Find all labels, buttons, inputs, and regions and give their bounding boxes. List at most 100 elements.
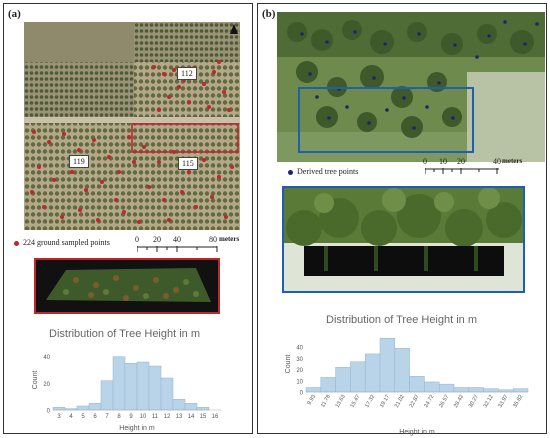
- x-tick-label: 11: [152, 414, 159, 420]
- scale-bar-a: 0 20 40 80 meters: [135, 235, 252, 257]
- panel-a-label: (a): [8, 8, 21, 20]
- blue-dot-icon: [288, 169, 293, 175]
- scale-tick: 0: [135, 235, 139, 244]
- histogram-bar: [364, 353, 381, 393]
- x-tick-label: 6: [93, 414, 97, 420]
- histogram-bar: [394, 348, 410, 393]
- ground-points-legend-text: 224 ground sampled points: [23, 238, 110, 247]
- scale-tick: 80: [209, 235, 217, 244]
- x-tick-label: 32.12: [483, 394, 495, 409]
- histogram-bar: [112, 356, 126, 411]
- forest-3d-inset: [282, 186, 525, 293]
- scale-bar-b: 0 10 20 40 meters: [423, 157, 545, 181]
- plot-label-115: 115: [178, 157, 198, 170]
- y-tick-label: 30: [296, 357, 303, 363]
- histogram-bar: [184, 403, 198, 411]
- tree-points-legend: Derived tree points: [288, 167, 358, 176]
- y-tick-label: 20: [296, 368, 303, 374]
- x-tick-label: 8: [117, 414, 121, 420]
- histogram-bar: [424, 381, 440, 393]
- scale-tick: 40: [493, 157, 501, 166]
- plot-label-112: 112: [177, 67, 197, 80]
- panel-b-label: (b): [262, 8, 276, 20]
- histogram-bar: [453, 387, 470, 393]
- x-tick-label: 5: [81, 414, 85, 420]
- x-tick-label: 26.57: [438, 394, 450, 409]
- x-tick-label: 3: [57, 414, 61, 420]
- y-tick-label: 40: [43, 355, 50, 361]
- scale-tick: 10: [439, 157, 447, 166]
- panel-b: (b): [257, 3, 547, 436]
- north-arrow-icon: [230, 24, 238, 34]
- x-axis-label: Height in m: [399, 429, 435, 436]
- canopy-3d-graphic: [36, 260, 218, 312]
- x-axis-label: Height in m: [119, 425, 155, 432]
- histogram-bar: [52, 407, 66, 411]
- x-tick-label: 15.47: [349, 394, 361, 409]
- ground-points-legend: 224 ground sampled points: [14, 238, 110, 247]
- plot-label-119: 119: [69, 155, 89, 168]
- histogram-bar: [483, 388, 499, 393]
- x-tick-label: 28.42: [453, 394, 465, 409]
- x-tick-label: 10: [140, 414, 147, 420]
- histogram-bar: [320, 377, 336, 393]
- x-tick-label: 22.87: [409, 394, 421, 409]
- y-tick-label: 0: [300, 391, 304, 397]
- histogram-bar: [512, 388, 529, 393]
- canopy-3d-inset: [34, 258, 220, 314]
- histogram-bar: [379, 337, 396, 393]
- histogram-bar: [100, 380, 114, 411]
- x-tick-label: 35.82: [512, 394, 524, 409]
- histogram-bar: [172, 399, 186, 411]
- chart-a: 0 20 40 Count 3 4 5 6 7 8 9 10 11 12 13 14 15 16 Height in…: [32, 355, 221, 432]
- histogram-bar: [76, 405, 90, 411]
- y-tick-label: 0: [47, 409, 51, 415]
- histogram-bar: [136, 361, 150, 411]
- scale-tick: 40: [173, 235, 181, 244]
- x-tick-label: 21.02: [394, 394, 406, 409]
- chart-b-title: Distribution of Tree Height in m: [326, 314, 478, 326]
- scale-tick: 20: [153, 235, 161, 244]
- tree-points-legend-text: Derived tree points: [297, 167, 359, 176]
- y-axis-label: Count: [285, 355, 292, 374]
- scale-bar-a-ruler: [137, 246, 218, 252]
- histogram-bar: [160, 377, 174, 411]
- x-tick-label: 16: [212, 414, 219, 420]
- histogram-bar: [124, 363, 138, 411]
- histogram-bar: [148, 365, 162, 411]
- x-tick-label: 15: [200, 414, 207, 420]
- histogram-bar: [335, 367, 351, 393]
- x-tick-label: 24.72: [423, 394, 435, 409]
- y-tick-label: 10: [296, 379, 303, 385]
- x-tick-label: 19.17: [379, 394, 391, 409]
- panel-a: (a): [3, 3, 253, 434]
- red-dot-icon: [14, 240, 19, 246]
- x-tick-label: 11.78: [320, 394, 332, 409]
- x-tick-label: 13: [176, 414, 183, 420]
- histogram-bar: [438, 383, 455, 393]
- y-axis-label: Count: [32, 371, 39, 390]
- x-tick-label: 12: [164, 414, 171, 420]
- chart-a-title: Distribution of Tree Height in m: [49, 328, 201, 340]
- scale-unit: meters: [502, 157, 523, 165]
- x-tick-label: 17.32: [364, 394, 376, 409]
- histogram-bar: [196, 407, 210, 411]
- histogram-bar: [409, 376, 425, 393]
- x-tick-label: 7: [105, 414, 109, 420]
- y-tick-label: 40: [296, 346, 303, 352]
- scale-bar-b-ruler: [425, 168, 499, 174]
- forest-aerial-image: [277, 12, 545, 162]
- y-tick-label: 20: [43, 382, 50, 388]
- x-tick-label: 9.93: [307, 394, 318, 406]
- histogram-bar: [350, 361, 366, 393]
- x-tick-label: 33.97: [497, 394, 509, 409]
- scale-unit: meters: [219, 235, 240, 243]
- orchard-aerial-image: [24, 22, 240, 230]
- x-tick-label: 9: [129, 414, 133, 420]
- forest-3d-graphic: [284, 188, 523, 291]
- orchard-aerial-graphic: [24, 22, 240, 230]
- x-tick-label: 14: [188, 414, 195, 420]
- forest-aerial-graphic: [277, 12, 545, 162]
- histogram-bar: [88, 403, 102, 411]
- histogram-bar: [305, 387, 322, 393]
